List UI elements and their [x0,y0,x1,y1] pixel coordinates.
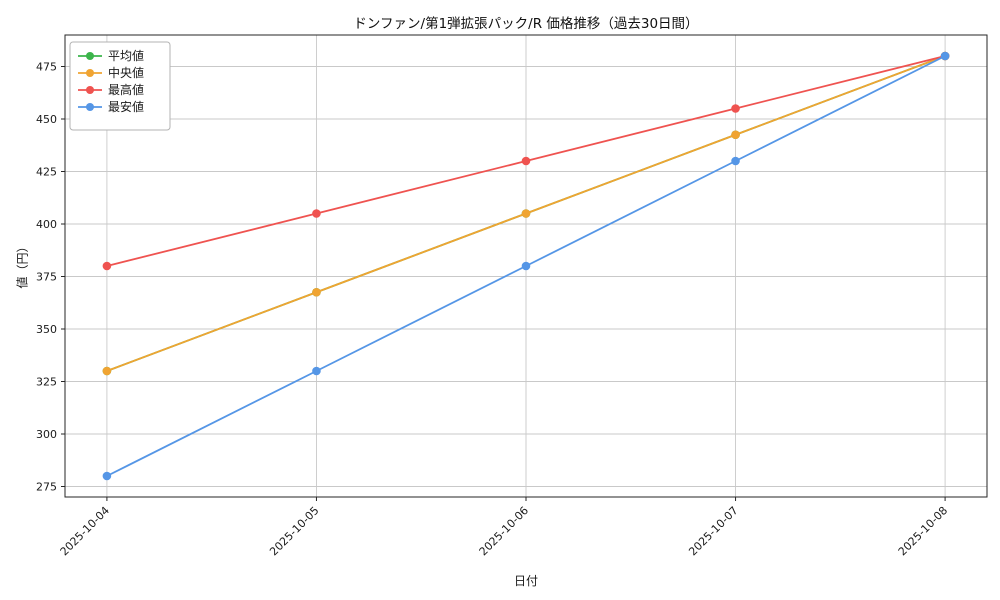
y-tick-label: 275 [36,480,57,493]
data-point-marker [102,471,112,481]
x-tick-label: 2025-10-04 [58,504,112,558]
data-point-marker [312,209,321,218]
legend-marker [86,52,94,60]
chart-title: ドンファン/第1弾拡張パック/R 価格推移（過去30日間） [353,16,699,32]
data-point-marker [731,130,740,140]
axis-ticks [61,66,946,501]
y-tick-label: 475 [36,60,57,73]
data-point-marker [521,156,531,166]
data-point-marker [731,104,740,113]
y-tick-label: 350 [36,323,57,336]
x-tick-label: 2025-10-08 [896,504,950,558]
tick-labels: 275 300 325 350 375 400 425 450 475 2025-10-04 202… [36,60,950,558]
x-tick-label: 2025-10-06 [477,504,531,558]
legend-marker [86,69,94,77]
series-最安値 [102,51,950,481]
x-tick-label: 2025-10-07 [686,504,740,558]
data-point-marker [102,261,112,271]
legend-item-中央値: 中央値 [78,65,144,80]
y-tick-label: 300 [36,428,57,441]
legend-label: 中央値 [108,65,144,80]
x-axis-label: 日付 [513,574,538,588]
data-point-marker [312,366,321,376]
legend-item-最高値: 最高値 [78,82,144,97]
data-point-marker [312,287,321,297]
legend-marker [86,86,94,94]
data-point-marker [102,366,112,376]
legend-box [69,41,171,131]
x-tick-label: 2025-10-05 [267,504,321,558]
legend-label: 最高値 [108,82,144,97]
legend-marker [86,103,94,111]
data-point-marker [731,156,740,166]
legend-label: 最安値 [108,99,144,114]
data-point-marker [521,209,531,218]
y-tick-label: 325 [36,375,57,388]
y-tick-label: 450 [36,113,57,126]
y-tick-label: 400 [36,218,57,231]
legend-item-最安値: 最安値 [78,99,144,114]
legend-item-平均値: 平均値 [78,48,144,63]
data-point-marker [521,261,531,271]
y-tick-label: 425 [36,165,57,178]
data-point-marker [940,51,950,61]
y-tick-label: 375 [36,270,57,283]
legend-label: 平均値 [108,48,144,63]
